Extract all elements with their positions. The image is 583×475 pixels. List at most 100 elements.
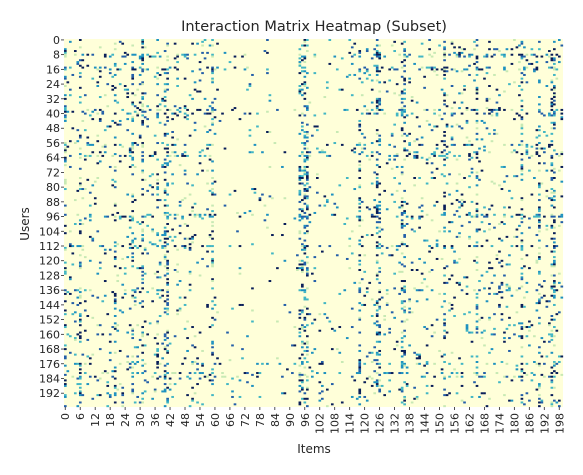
heatmap-cell — [363, 147, 367, 150]
heatmap-cell — [550, 154, 554, 157]
heatmap-cell — [450, 202, 454, 205]
heatmap-cell — [385, 303, 389, 306]
heatmap-cell — [191, 362, 194, 365]
heatmap-cell — [131, 383, 135, 386]
heatmap-cell — [293, 326, 297, 329]
heatmap-cell — [301, 362, 304, 365]
heatmap-cell — [141, 169, 144, 172]
heatmap-cell — [550, 287, 554, 290]
heatmap-cell — [523, 215, 526, 218]
heatmap-cell — [106, 405, 110, 408]
heatmap-cell — [320, 361, 324, 363]
heatmap-cell — [398, 270, 401, 273]
heatmap-cell — [333, 142, 337, 145]
heatmap-cell — [345, 75, 349, 78]
heatmap-cell — [166, 278, 169, 281]
heatmap-cell — [555, 77, 559, 80]
heatmap-cell — [533, 53, 536, 56]
heatmap-cell — [548, 50, 551, 53]
heatmap-cell — [166, 372, 169, 375]
heatmap-cell — [301, 270, 304, 273]
heatmap-cell — [73, 142, 77, 145]
heatmap-cell — [418, 353, 421, 356]
heatmap-cell — [193, 121, 197, 124]
heatmap-cell — [365, 77, 369, 80]
heatmap-cell — [151, 287, 154, 290]
heatmap-cell — [141, 81, 144, 84]
heatmap-cell — [161, 342, 164, 345]
heatmap-cell — [485, 215, 489, 218]
heatmap-cell — [523, 46, 526, 49]
heatmap-cell — [128, 243, 132, 246]
heatmap-cell — [358, 372, 362, 375]
heatmap-cell — [198, 372, 202, 375]
heatmap-cell — [318, 392, 322, 395]
heatmap-cell — [301, 397, 304, 400]
heatmap-cell — [298, 232, 302, 235]
heatmap-cell — [500, 361, 504, 363]
heatmap-cell — [358, 51, 362, 54]
heatmap-cell — [538, 103, 541, 106]
heatmap-cell — [64, 110, 67, 113]
heatmap-cell — [373, 199, 377, 202]
heatmap-cell — [298, 178, 302, 181]
heatmap-cell — [553, 256, 556, 259]
heatmap-cell — [163, 211, 167, 214]
heatmap-cell — [173, 154, 177, 157]
heatmap-cell — [156, 105, 159, 108]
heatmap-cell — [211, 215, 214, 218]
heatmap-cell — [515, 175, 519, 178]
heatmap-cell — [173, 372, 177, 375]
heatmap-cell — [443, 195, 446, 198]
heatmap-cell — [306, 156, 309, 159]
heatmap-cell — [450, 40, 454, 43]
heatmap-cell — [123, 215, 127, 218]
heatmap-cell — [133, 94, 137, 97]
heatmap-cell — [553, 289, 556, 292]
heatmap-cell — [171, 173, 174, 176]
heatmap-cell — [163, 134, 167, 137]
heatmap-cell — [113, 265, 117, 268]
heatmap-cell — [488, 292, 491, 295]
heatmap-cell — [303, 55, 307, 58]
heatmap-cell — [163, 90, 167, 93]
heatmap-cell — [550, 169, 554, 172]
heatmap-cell — [375, 241, 379, 244]
heatmap-cell — [445, 145, 449, 148]
heatmap-cell — [141, 143, 144, 146]
heatmap-cell — [443, 335, 446, 338]
heatmap-cell — [535, 215, 539, 218]
heatmap-cell — [138, 101, 142, 104]
heatmap-cell — [176, 213, 179, 216]
heatmap-cell — [66, 81, 70, 84]
heatmap-cell — [111, 53, 115, 56]
heatmap-cell — [141, 42, 144, 45]
heatmap-cell — [408, 153, 411, 156]
heatmap-cell — [183, 116, 187, 119]
heatmap-cell — [450, 274, 454, 277]
heatmap-cell — [370, 101, 374, 104]
heatmap-cell — [103, 53, 107, 56]
heatmap-cell — [465, 213, 469, 216]
heatmap-cell — [538, 270, 541, 273]
heatmap-cell — [141, 401, 144, 404]
heatmap-cell — [163, 204, 167, 207]
heatmap-cell — [73, 337, 77, 340]
heatmap-cell — [131, 132, 135, 135]
heatmap-cell — [358, 123, 362, 126]
heatmap-cell — [163, 178, 167, 181]
heatmap-cell — [64, 77, 67, 80]
heatmap-cell — [448, 375, 451, 378]
heatmap-cell — [156, 178, 159, 181]
heatmap-cell — [186, 349, 189, 352]
heatmap-cell — [435, 200, 439, 203]
heatmap-cell — [111, 326, 115, 329]
heatmap-cell — [400, 61, 404, 64]
heatmap-cell — [553, 375, 556, 378]
heatmap-cell — [370, 377, 374, 380]
heatmap-cell — [360, 303, 364, 306]
heatmap-cell — [555, 108, 559, 111]
heatmap-cell — [161, 68, 164, 71]
heatmap-cell — [103, 294, 107, 297]
heatmap-cell — [78, 318, 82, 321]
